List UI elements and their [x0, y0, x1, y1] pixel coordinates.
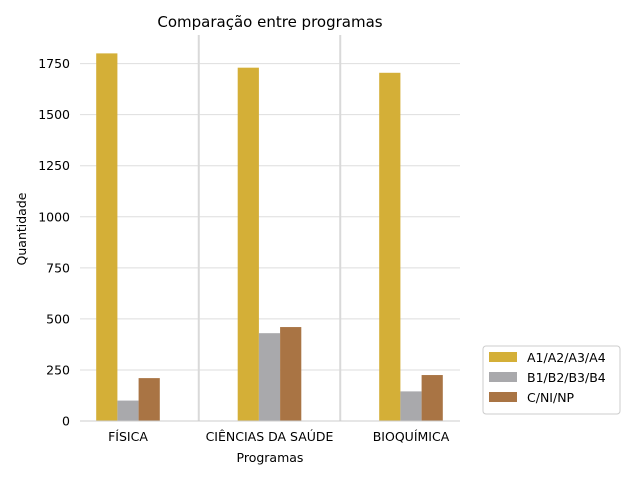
y-axis-ticks: 0 250 500 750 1000 1250 1500 1750 [38, 56, 70, 428]
bar [237, 67, 259, 421]
x-tick-label: CIÊNCIAS DA SAÚDE [206, 429, 334, 444]
x-tick-label: BIOQUÍMICA [373, 429, 450, 444]
y-axis-label: Quantidade [14, 192, 29, 265]
y-tick-label: 1500 [38, 107, 70, 122]
y-tick-label: 250 [46, 362, 70, 377]
y-tick-label: 500 [46, 311, 70, 326]
bar [421, 375, 443, 421]
grid-lines [80, 63, 460, 371]
chart-title: Comparação entre programas [157, 13, 382, 31]
bar [280, 327, 302, 421]
bar [379, 72, 401, 421]
x-axis-ticks: FÍSICA CIÊNCIAS DA SAÚDE BIOQUÍMICA [108, 429, 450, 444]
y-tick-label: 1000 [38, 209, 70, 224]
legend-box [482, 345, 621, 415]
bar [400, 391, 422, 421]
x-tick-label: FÍSICA [108, 429, 148, 444]
category-separators [197, 35, 342, 421]
bar [117, 400, 139, 421]
legend-swatch [489, 352, 517, 362]
legend-label: B1/B2/B3/B4 [527, 370, 606, 385]
bar [258, 333, 281, 421]
legend: A1/A2/A3/A4 B1/B2/B3/B4 C/NI/NP [482, 345, 621, 415]
legend-label: C/NI/NP [527, 390, 575, 405]
x-axis-label: Programas [237, 450, 304, 465]
y-tick-label: 1750 [38, 56, 70, 71]
bar [96, 53, 118, 421]
y-tick-label: 0 [62, 414, 70, 429]
legend-swatch [489, 372, 517, 382]
bars [96, 53, 443, 421]
legend-label: A1/A2/A3/A4 [527, 350, 606, 365]
legend-swatch [489, 392, 517, 402]
y-tick-label: 1250 [38, 158, 70, 173]
y-tick-label: 750 [46, 260, 70, 275]
bar [138, 378, 160, 421]
